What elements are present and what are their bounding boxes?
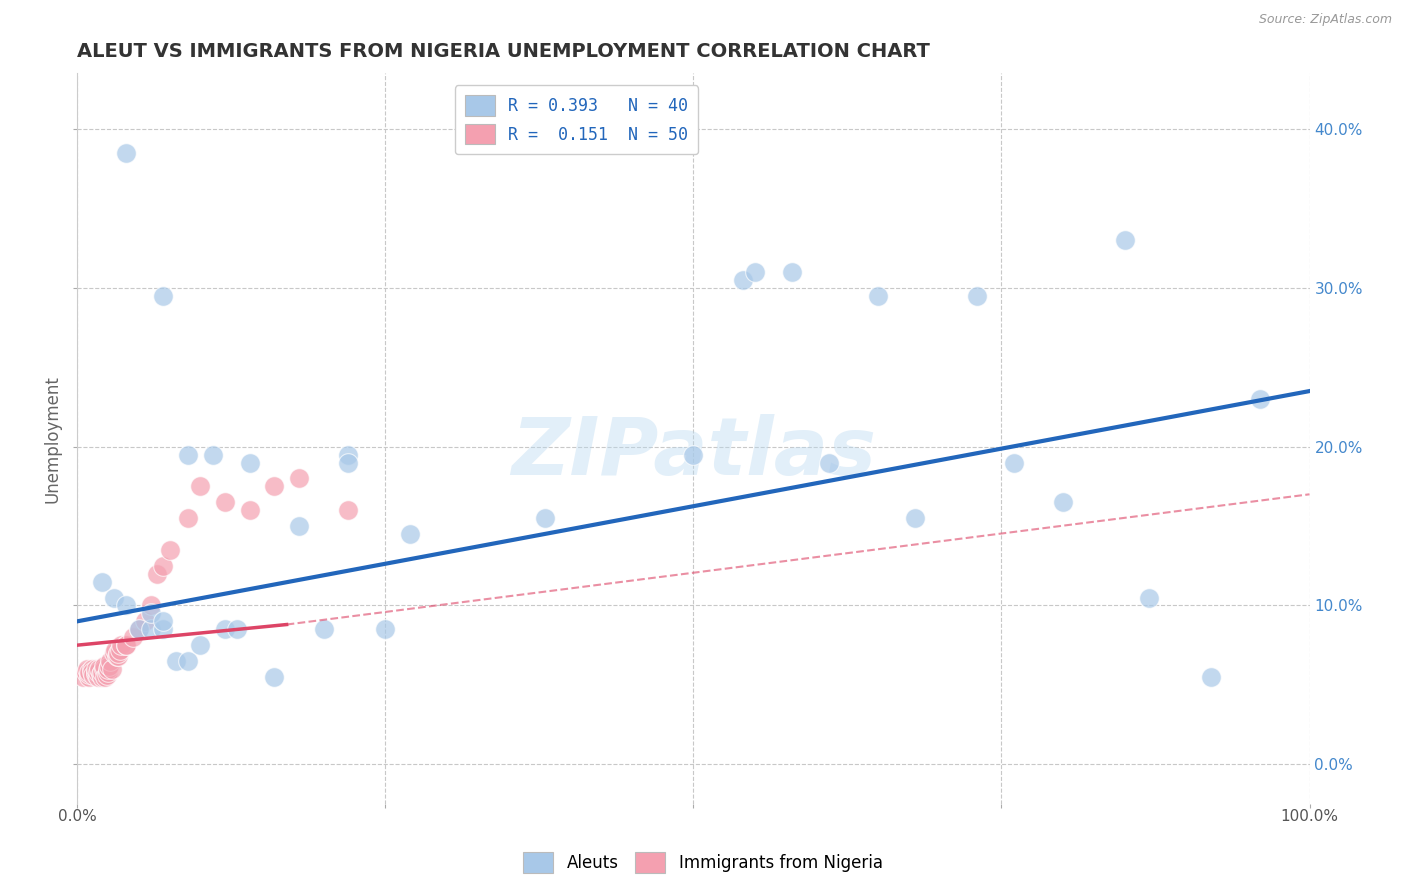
Point [312,622,335,636]
Point [115,145,138,160]
Point [79,670,101,684]
Text: Source: ZipAtlas.com: Source: ZipAtlas.com [1258,13,1392,27]
Point [97,665,120,680]
Legend: R = 0.393   N = 40, R =  0.151  N = 50: R = 0.393 N = 40, R = 0.151 N = 50 [456,86,699,154]
Point [1114,233,1136,247]
Point [128,622,150,636]
Text: ALEUT VS IMMIGRANTS FROM NIGERIA UNEMPLOYMENT CORRELATION CHART: ALEUT VS IMMIGRANTS FROM NIGERIA UNEMPLO… [77,42,929,61]
Point [89,662,111,676]
Point [239,503,262,517]
Point [146,566,169,581]
Point [96,668,118,682]
Point [966,289,988,303]
Point [159,542,181,557]
Point [80,665,103,680]
Point [79,666,101,681]
Point [72,670,94,684]
Point [87,665,110,680]
Point [97,662,120,676]
Point [1137,591,1160,605]
Point [1199,670,1222,684]
Point [103,591,125,605]
Point [90,670,112,684]
Point [177,511,200,525]
Point [177,448,200,462]
Point [89,666,111,681]
Point [93,658,115,673]
Point [263,479,285,493]
Point [780,265,803,279]
Text: ZIPatlas: ZIPatlas [510,414,876,492]
Point [121,630,143,644]
Point [94,670,117,684]
Point [177,654,200,668]
Point [731,273,754,287]
Point [226,622,249,636]
Point [79,665,101,680]
Point [188,638,211,652]
Point [75,665,97,680]
Point [152,622,174,636]
Point [90,665,112,680]
Legend: Aleuts, Immigrants from Nigeria: Aleuts, Immigrants from Nigeria [516,846,890,880]
Text: 100.0%: 100.0% [1281,809,1339,824]
Text: 0.0%: 0.0% [58,809,97,824]
Point [288,471,311,485]
Point [152,615,174,629]
Point [84,662,107,676]
Point [374,622,396,636]
Point [1002,456,1025,470]
Point [104,643,127,657]
Point [98,654,121,668]
Point [103,646,125,660]
Point [152,289,174,303]
Point [90,574,112,589]
Point [214,622,236,636]
Point [398,527,420,541]
Point [165,654,187,668]
Point [288,519,311,533]
Point [93,662,115,676]
Point [337,448,360,462]
Point [115,599,138,613]
Point [214,495,236,509]
Point [1249,392,1271,406]
Point [82,668,104,682]
Point [76,662,98,676]
Point [110,638,132,652]
Point [115,638,138,652]
Point [263,670,285,684]
Point [139,599,162,613]
Y-axis label: Unemployment: Unemployment [44,375,60,503]
Point [152,558,174,573]
Point [337,503,360,517]
Point [534,511,557,525]
Point [128,622,150,636]
Point [87,670,110,684]
Point [201,448,224,462]
Point [107,649,129,664]
Point [100,662,122,676]
Point [84,666,107,681]
Point [904,511,927,525]
Point [139,622,162,636]
Point [134,615,156,629]
Point [107,646,129,660]
Point [188,479,211,493]
Point [105,649,128,664]
Point [80,662,103,676]
Point [239,456,262,470]
Point [744,265,766,279]
Point [84,665,107,680]
Point [337,456,360,470]
Point [98,658,121,673]
Point [868,289,890,303]
Point [682,448,704,462]
Point [139,607,162,621]
Point [818,456,841,470]
Point [115,638,138,652]
Point [1052,495,1074,509]
Point [110,643,132,657]
